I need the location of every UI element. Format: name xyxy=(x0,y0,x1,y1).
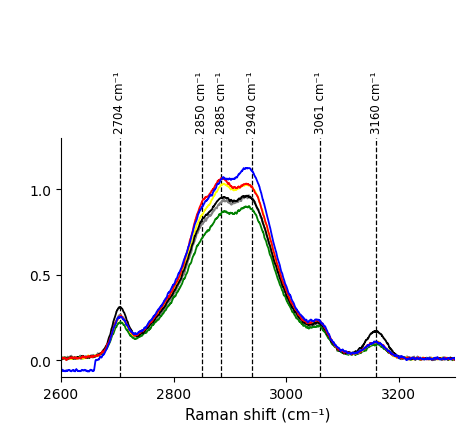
Text: 2940 cm⁻¹: 2940 cm⁻¹ xyxy=(246,71,259,133)
X-axis label: Raman shift (cm⁻¹): Raman shift (cm⁻¹) xyxy=(185,407,331,422)
Text: 2704 cm⁻¹: 2704 cm⁻¹ xyxy=(113,71,126,133)
Text: 2885 cm⁻¹: 2885 cm⁻¹ xyxy=(215,71,228,133)
Text: 3061 cm⁻¹: 3061 cm⁻¹ xyxy=(314,71,327,133)
Text: 3160 cm⁻¹: 3160 cm⁻¹ xyxy=(370,71,383,133)
Text: 2850 cm⁻¹: 2850 cm⁻¹ xyxy=(195,71,208,133)
